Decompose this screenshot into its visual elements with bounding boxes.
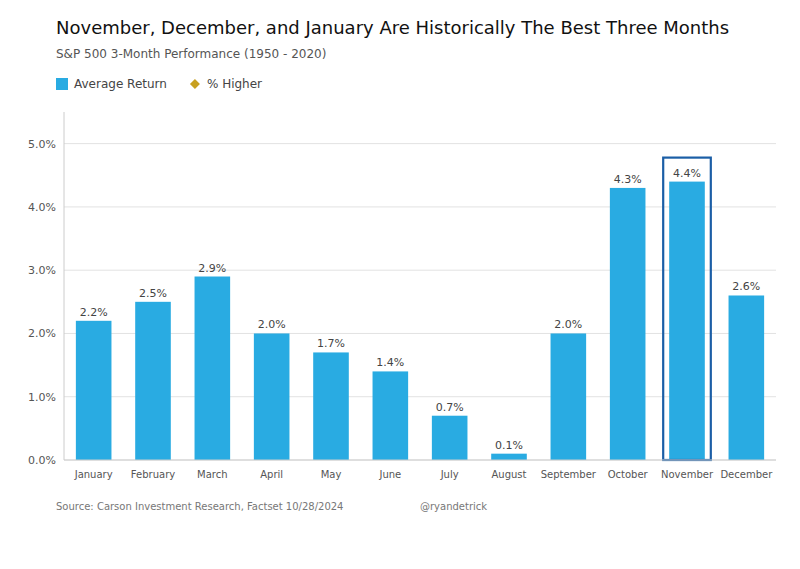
- legend: Average Return % Higher: [56, 77, 262, 91]
- bar: [195, 277, 231, 460]
- grid-line: [64, 460, 776, 461]
- bar: [373, 371, 409, 460]
- x-tick-label: October: [608, 469, 649, 480]
- legend-swatch: [190, 79, 200, 89]
- data-label: 2.0%: [258, 318, 286, 331]
- data-label: 1.7%: [317, 337, 345, 350]
- grid-line: [64, 143, 776, 144]
- data-label: 1.4%: [376, 356, 404, 369]
- legend-label: Average Return: [74, 77, 167, 91]
- data-label: 2.9%: [198, 262, 226, 275]
- x-tick-label: July: [440, 469, 459, 480]
- legend-label: % Higher: [207, 77, 262, 91]
- y-tick-label: 4.0%: [28, 201, 56, 214]
- source: Source: Carson Investment Research, Fact…: [56, 501, 344, 512]
- y-tick-label: 5.0%: [28, 138, 56, 151]
- chart: November, December, and January Are Hist…: [0, 0, 800, 569]
- y-tick-label: 0.0%: [28, 454, 56, 467]
- x-tick-label: April: [260, 469, 283, 480]
- background: [0, 0, 800, 569]
- x-axis: January February March April May June July Augu…: [64, 460, 776, 480]
- data-label: 2.5%: [139, 287, 167, 300]
- highlight-box: [663, 158, 711, 460]
- bar: [254, 333, 290, 460]
- bar: [135, 302, 171, 460]
- credit: @ryandetrick: [420, 501, 487, 512]
- bar: [313, 352, 349, 460]
- bar: [491, 454, 527, 460]
- data-label: 4.4%: [673, 167, 701, 180]
- data-label: 0.7%: [436, 401, 464, 414]
- x-tick-label: February: [131, 469, 175, 480]
- x-tick-label: December: [720, 469, 773, 480]
- data-labels: 2.2% 2.5% 2.9% 2.0% 1.7% 1.4% 0.7% 0.1% 2.0% 4.3%…: [80, 167, 761, 452]
- bar: [669, 182, 705, 460]
- bar: [610, 188, 646, 460]
- x-tick-label: May: [321, 469, 342, 480]
- x-tick-label: November: [661, 469, 714, 480]
- bar: [729, 295, 765, 460]
- y-axis-line: [64, 112, 65, 460]
- x-axis-line: [64, 460, 776, 461]
- bar: [551, 333, 587, 460]
- bar: [76, 321, 112, 460]
- y-axis: 0.0% 1.0% 2.0% 3.0% 4.0% 5.0%: [28, 112, 776, 467]
- x-tick-label: January: [74, 469, 113, 480]
- x-tick-label: March: [197, 469, 227, 480]
- data-label: 2.6%: [732, 280, 760, 293]
- data-label: 0.1%: [495, 439, 523, 452]
- data-label: 2.0%: [554, 318, 582, 331]
- y-tick-label: 1.0%: [28, 391, 56, 404]
- x-tick-label: June: [378, 469, 401, 480]
- data-label: 4.3%: [614, 173, 642, 186]
- data-label: 2.2%: [80, 306, 108, 319]
- x-tick-label: September: [541, 469, 597, 480]
- bars: [76, 182, 764, 460]
- legend-swatch: [56, 78, 68, 90]
- y-tick-label: 2.0%: [28, 327, 56, 340]
- title: November, December, and January Are Hist…: [56, 17, 729, 38]
- subtitle: S&P 500 3-Month Performance (1950 - 2020…: [56, 47, 326, 61]
- y-tick-label: 3.0%: [28, 264, 56, 277]
- x-tick-label: August: [492, 469, 527, 480]
- bar: [432, 416, 468, 460]
